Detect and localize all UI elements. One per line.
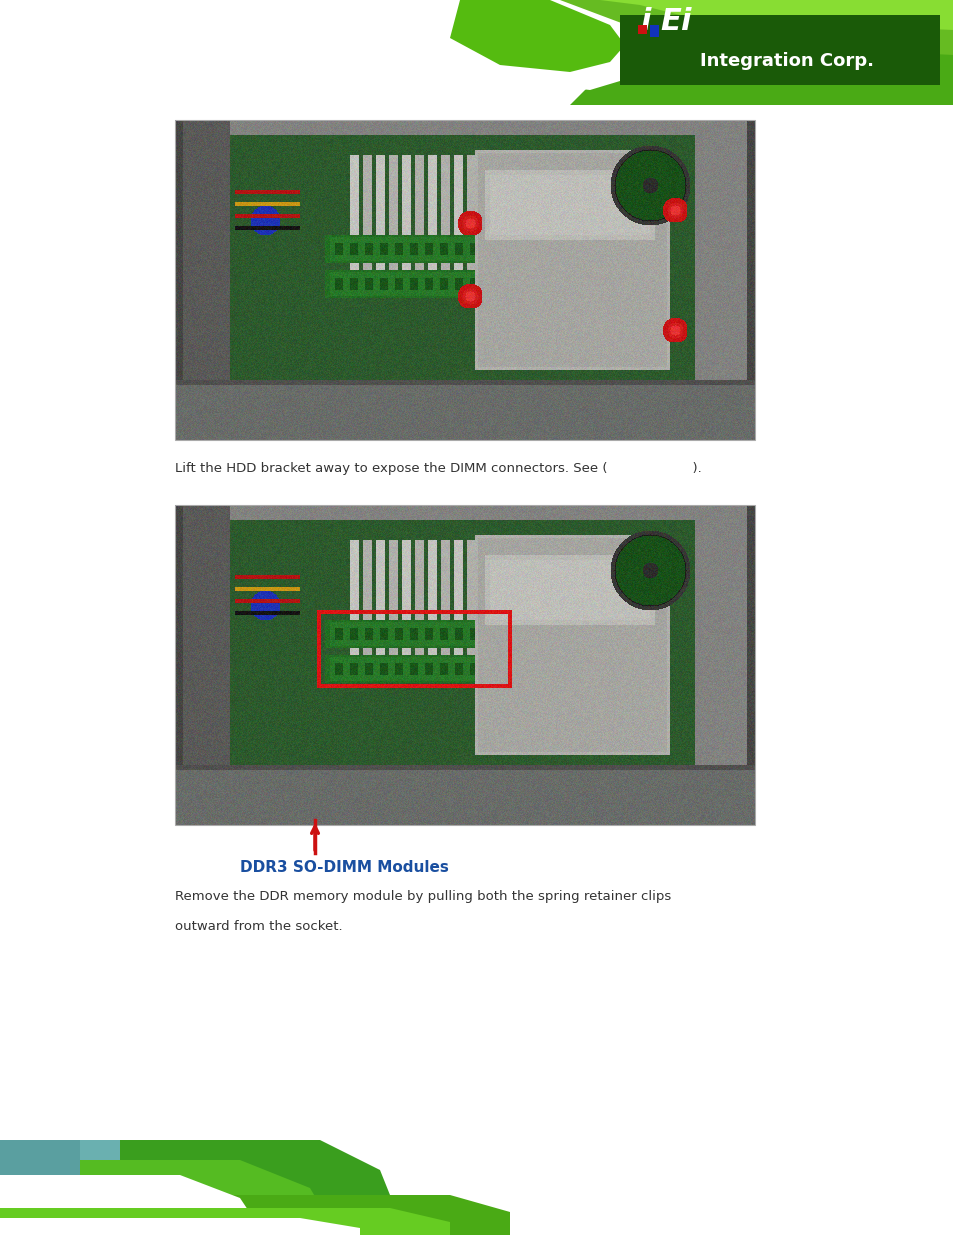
Polygon shape <box>0 1140 120 1235</box>
Bar <box>638 25 646 35</box>
Polygon shape <box>0 1208 450 1235</box>
Bar <box>174 505 754 825</box>
Polygon shape <box>0 1174 248 1235</box>
Polygon shape <box>0 0 519 90</box>
Polygon shape <box>450 0 624 72</box>
Polygon shape <box>519 0 953 56</box>
FancyBboxPatch shape <box>619 15 939 85</box>
Polygon shape <box>0 1195 510 1235</box>
Polygon shape <box>0 0 953 105</box>
Text: Integration Corp.: Integration Corp. <box>700 52 873 70</box>
Text: i: i <box>639 7 650 36</box>
Text: Remove the DDR memory module by pulling both the spring retainer clips: Remove the DDR memory module by pulling … <box>174 890 671 903</box>
Bar <box>174 120 754 440</box>
Text: Lift the HDD bracket away to expose the DIMM connectors. See (                  : Lift the HDD bracket away to expose the … <box>174 462 701 475</box>
Polygon shape <box>0 1218 359 1235</box>
Text: outward from the socket.: outward from the socket. <box>174 920 342 932</box>
Text: E: E <box>659 7 680 36</box>
Polygon shape <box>419 0 659 90</box>
Polygon shape <box>0 1160 319 1235</box>
Text: DDR3 SO-DIMM Modules: DDR3 SO-DIMM Modules <box>240 860 449 876</box>
Polygon shape <box>0 1140 953 1235</box>
Polygon shape <box>599 0 953 30</box>
Polygon shape <box>0 1140 80 1235</box>
Polygon shape <box>0 0 599 105</box>
Polygon shape <box>0 1140 390 1235</box>
Text: i: i <box>679 7 690 36</box>
Bar <box>649 25 659 37</box>
